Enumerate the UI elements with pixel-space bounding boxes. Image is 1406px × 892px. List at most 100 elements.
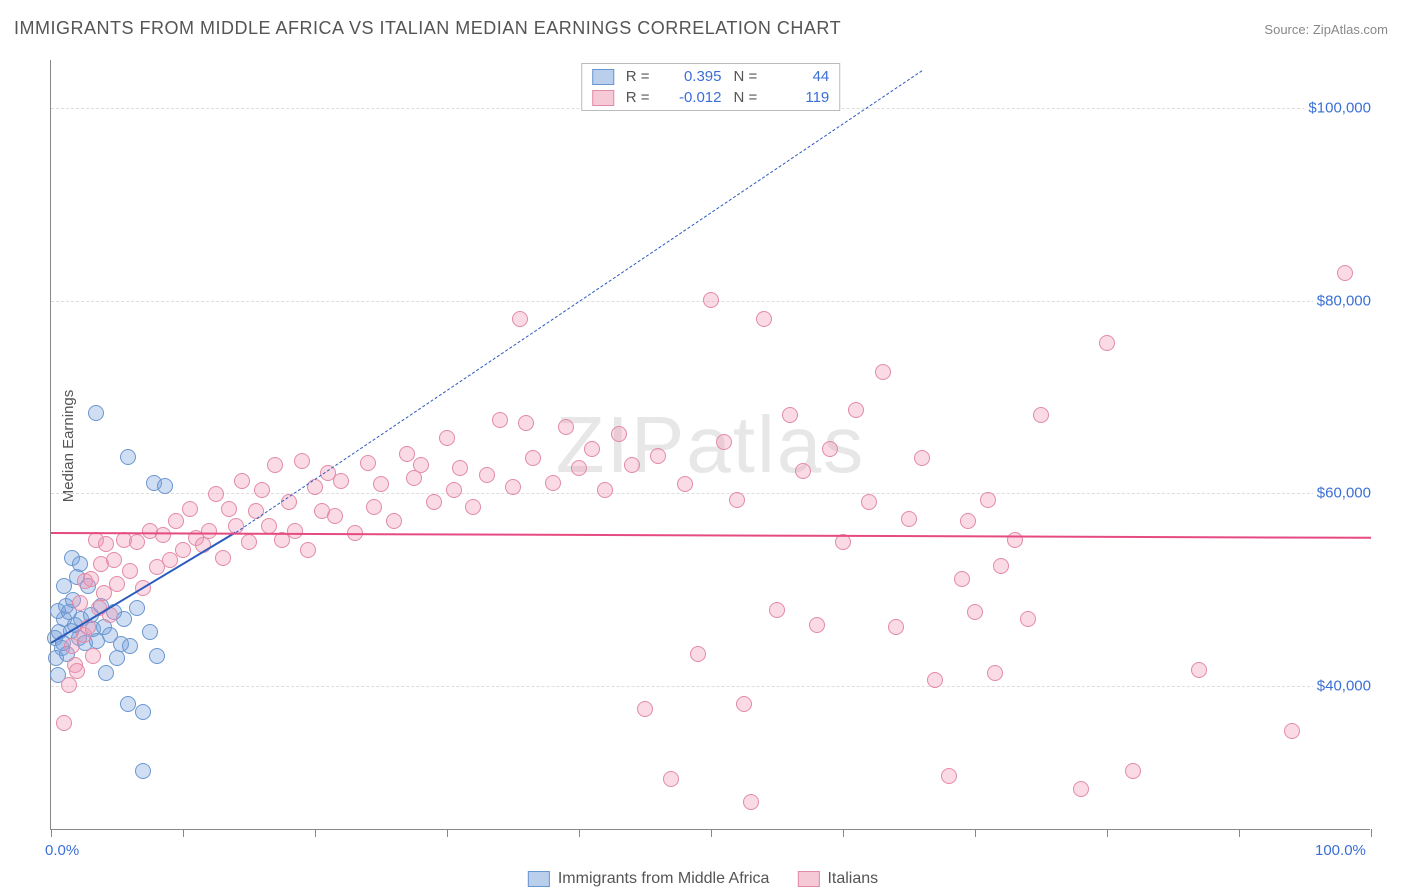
- x-tick: [711, 829, 712, 837]
- data-point: [901, 511, 917, 527]
- data-point: [756, 311, 772, 327]
- data-point: [987, 665, 1003, 681]
- x-tick: [1107, 829, 1108, 837]
- data-point: [241, 534, 257, 550]
- data-point: [1099, 335, 1115, 351]
- x-tick: [183, 829, 184, 837]
- series-legend-item: Immigrants from Middle Africa: [528, 870, 770, 888]
- data-point: [941, 768, 957, 784]
- data-point: [88, 405, 104, 421]
- data-point: [72, 595, 88, 611]
- data-point: [157, 478, 173, 494]
- data-point: [584, 441, 600, 457]
- data-point: [56, 715, 72, 731]
- data-point: [135, 763, 151, 779]
- correlation-legend: R =0.395N =44R =-0.012N =119: [581, 63, 841, 111]
- data-point: [518, 415, 534, 431]
- gridline: [51, 686, 1370, 687]
- data-point: [267, 457, 283, 473]
- data-point: [366, 499, 382, 515]
- n-label: N =: [734, 68, 758, 85]
- data-point: [914, 450, 930, 466]
- data-point: [716, 434, 732, 450]
- data-point: [822, 441, 838, 457]
- data-point: [545, 475, 561, 491]
- data-point: [109, 576, 125, 592]
- data-point: [168, 513, 184, 529]
- data-point: [72, 556, 88, 572]
- y-tick-label: $80,000: [1313, 292, 1375, 309]
- r-label: R =: [626, 68, 650, 85]
- data-point: [558, 419, 574, 435]
- data-point: [993, 558, 1009, 574]
- watermark: ZIPatlas: [556, 399, 865, 491]
- source-value: ZipAtlas.com: [1313, 22, 1388, 37]
- data-point: [399, 446, 415, 462]
- data-point: [69, 663, 85, 679]
- data-point: [426, 494, 442, 510]
- data-point: [525, 450, 541, 466]
- y-tick-label: $100,000: [1304, 100, 1375, 117]
- n-label: N =: [734, 89, 758, 106]
- data-point: [597, 482, 613, 498]
- data-point: [1020, 611, 1036, 627]
- x-tick: [975, 829, 976, 837]
- data-point: [492, 412, 508, 428]
- x-tick: [315, 829, 316, 837]
- r-value: -0.012: [662, 89, 722, 106]
- legend-swatch: [797, 871, 819, 887]
- data-point: [848, 402, 864, 418]
- data-point: [129, 600, 145, 616]
- data-point: [980, 492, 996, 508]
- data-point: [927, 672, 943, 688]
- x-tick-label: 100.0%: [1315, 842, 1366, 859]
- correlation-legend-row: R =0.395N =44: [592, 66, 830, 87]
- data-point: [505, 479, 521, 495]
- data-point: [360, 455, 376, 471]
- data-point: [142, 624, 158, 640]
- series-legend: Immigrants from Middle AfricaItalians: [528, 870, 878, 888]
- data-point: [221, 501, 237, 517]
- n-value: 119: [769, 89, 829, 106]
- y-tick-label: $60,000: [1313, 485, 1375, 502]
- n-value: 44: [769, 68, 829, 85]
- legend-swatch: [592, 69, 614, 85]
- data-point: [122, 563, 138, 579]
- data-point: [611, 426, 627, 442]
- data-point: [1337, 265, 1353, 281]
- data-point: [736, 696, 752, 712]
- data-point: [743, 794, 759, 810]
- r-label: R =: [626, 89, 650, 106]
- plot-area: ZIPatlas R =0.395N =44R =-0.012N =119 $4…: [50, 60, 1370, 830]
- data-point: [512, 311, 528, 327]
- data-point: [261, 518, 277, 534]
- series-legend-label: Immigrants from Middle Africa: [558, 870, 770, 888]
- correlation-legend-row: R = -0.012 N = 119: [592, 87, 830, 108]
- source-attribution: Source: ZipAtlas.com: [1264, 22, 1388, 37]
- data-point: [120, 696, 136, 712]
- legend-swatch: [592, 90, 614, 106]
- data-point: [960, 513, 976, 529]
- data-point: [120, 449, 136, 465]
- legend-swatch: [528, 871, 550, 887]
- data-point: [875, 364, 891, 380]
- data-point: [106, 552, 122, 568]
- data-point: [677, 476, 693, 492]
- data-point: [637, 701, 653, 717]
- data-point: [248, 503, 264, 519]
- data-point: [439, 430, 455, 446]
- gridline: [51, 493, 1370, 494]
- data-point: [208, 486, 224, 502]
- data-point: [109, 650, 125, 666]
- data-point: [155, 527, 171, 543]
- data-point: [287, 523, 303, 539]
- data-point: [663, 771, 679, 787]
- data-point: [1191, 662, 1207, 678]
- data-point: [83, 571, 99, 587]
- x-tick: [579, 829, 580, 837]
- source-label: Source:: [1264, 22, 1309, 37]
- data-point: [386, 513, 402, 529]
- data-point: [795, 463, 811, 479]
- data-point: [571, 460, 587, 476]
- data-point: [327, 508, 343, 524]
